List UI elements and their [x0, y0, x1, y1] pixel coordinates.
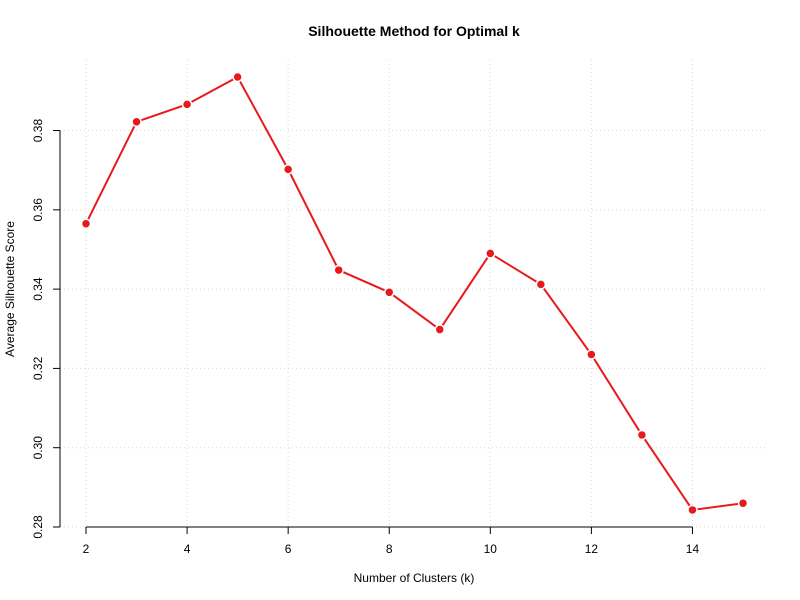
- data-point: [333, 264, 344, 276]
- y-tick-label: 0.36: [31, 198, 45, 222]
- y-tick-label: 0.30: [31, 436, 45, 460]
- data-point: [282, 164, 294, 175]
- x-tick-label: 4: [184, 542, 191, 556]
- series-layer: [80, 71, 749, 516]
- data-point: [80, 218, 92, 229]
- data-point: [131, 116, 142, 128]
- x-tick-label: 12: [585, 542, 599, 556]
- y-tick-label: 0.38: [31, 119, 45, 143]
- data-point: [737, 497, 749, 509]
- data-point: [434, 324, 446, 335]
- data-point: [535, 279, 547, 290]
- y-tick-label: 0.34: [31, 277, 45, 301]
- x-tick-label: 14: [686, 542, 700, 556]
- x-tick-label: 2: [83, 542, 90, 556]
- data-point: [687, 504, 698, 516]
- x-tick-label: 10: [484, 542, 498, 556]
- chart-title: Silhouette Method for Optimal k: [308, 23, 520, 39]
- axes: 2 4 6 8 10 12 14 0.28 0.30 0.32 0.34 0.36 0.38: [31, 119, 699, 556]
- data-point: [232, 71, 243, 83]
- data-point: [181, 99, 193, 110]
- y-axis-label: Average Silhouette Score: [3, 221, 17, 357]
- series-line: [85, 75, 744, 512]
- data-point: [636, 429, 648, 441]
- x-tick-label: 8: [386, 542, 393, 556]
- grid: [60, 60, 768, 528]
- x-axis-label: Number of Clusters (k): [354, 571, 475, 585]
- data-point: [383, 287, 395, 298]
- data-point: [586, 349, 597, 360]
- y-tick-label: 0.28: [31, 515, 45, 539]
- y-tick-label: 0.32: [31, 356, 45, 380]
- data-point: [485, 248, 496, 259]
- x-tick-label: 6: [285, 542, 292, 556]
